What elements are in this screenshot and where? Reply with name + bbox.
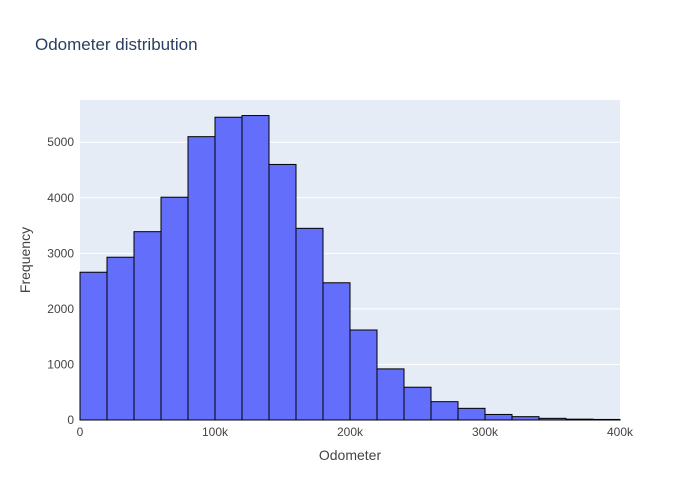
y-tick-label: 0 (67, 413, 74, 427)
y-axis-title: Frequency (17, 227, 33, 293)
histogram-bar[interactable] (538, 417, 567, 421)
histogram-bar[interactable] (214, 116, 243, 421)
histogram-bar[interactable] (376, 368, 405, 421)
x-tick-label: 200k (337, 425, 364, 439)
histogram-bar[interactable] (187, 136, 216, 421)
histogram-bar[interactable] (403, 386, 432, 421)
histogram-bar[interactable] (349, 329, 378, 421)
histogram-bar[interactable] (106, 256, 135, 421)
y-tick-label: 2000 (47, 302, 74, 316)
chart-title: Odometer distribution (35, 35, 198, 54)
bars (79, 115, 621, 421)
y-tick-label: 3000 (47, 246, 74, 260)
histogram-bar[interactable] (565, 418, 594, 421)
histogram-bar[interactable] (133, 231, 162, 421)
histogram-bar[interactable] (322, 282, 351, 421)
x-tick-label: 100k (202, 425, 229, 439)
histogram-bar[interactable] (241, 115, 270, 421)
histogram-bar[interactable] (457, 407, 486, 421)
x-tick-label: 400k (607, 425, 634, 439)
histogram-bar[interactable] (592, 418, 621, 421)
histogram-bar[interactable] (160, 196, 189, 421)
x-axis-title: Odometer (319, 447, 382, 463)
y-tick-label: 1000 (47, 357, 74, 371)
histogram-bar[interactable] (79, 271, 108, 421)
histogram-bar[interactable] (484, 413, 513, 421)
histogram-bar[interactable] (430, 401, 459, 421)
histogram-bar[interactable] (511, 416, 540, 421)
y-tick-label: 5000 (47, 135, 74, 149)
x-axis-ticks: 0 100k 200k 300k 400k (77, 425, 634, 439)
y-axis-ticks: 0 1000 2000 3000 4000 5000 (47, 135, 74, 427)
histogram-bar[interactable] (268, 163, 297, 421)
x-tick-label: 300k (472, 425, 499, 439)
histogram-bar[interactable] (295, 227, 324, 421)
y-tick-label: 4000 (47, 191, 74, 205)
x-tick-label: 0 (77, 425, 84, 439)
